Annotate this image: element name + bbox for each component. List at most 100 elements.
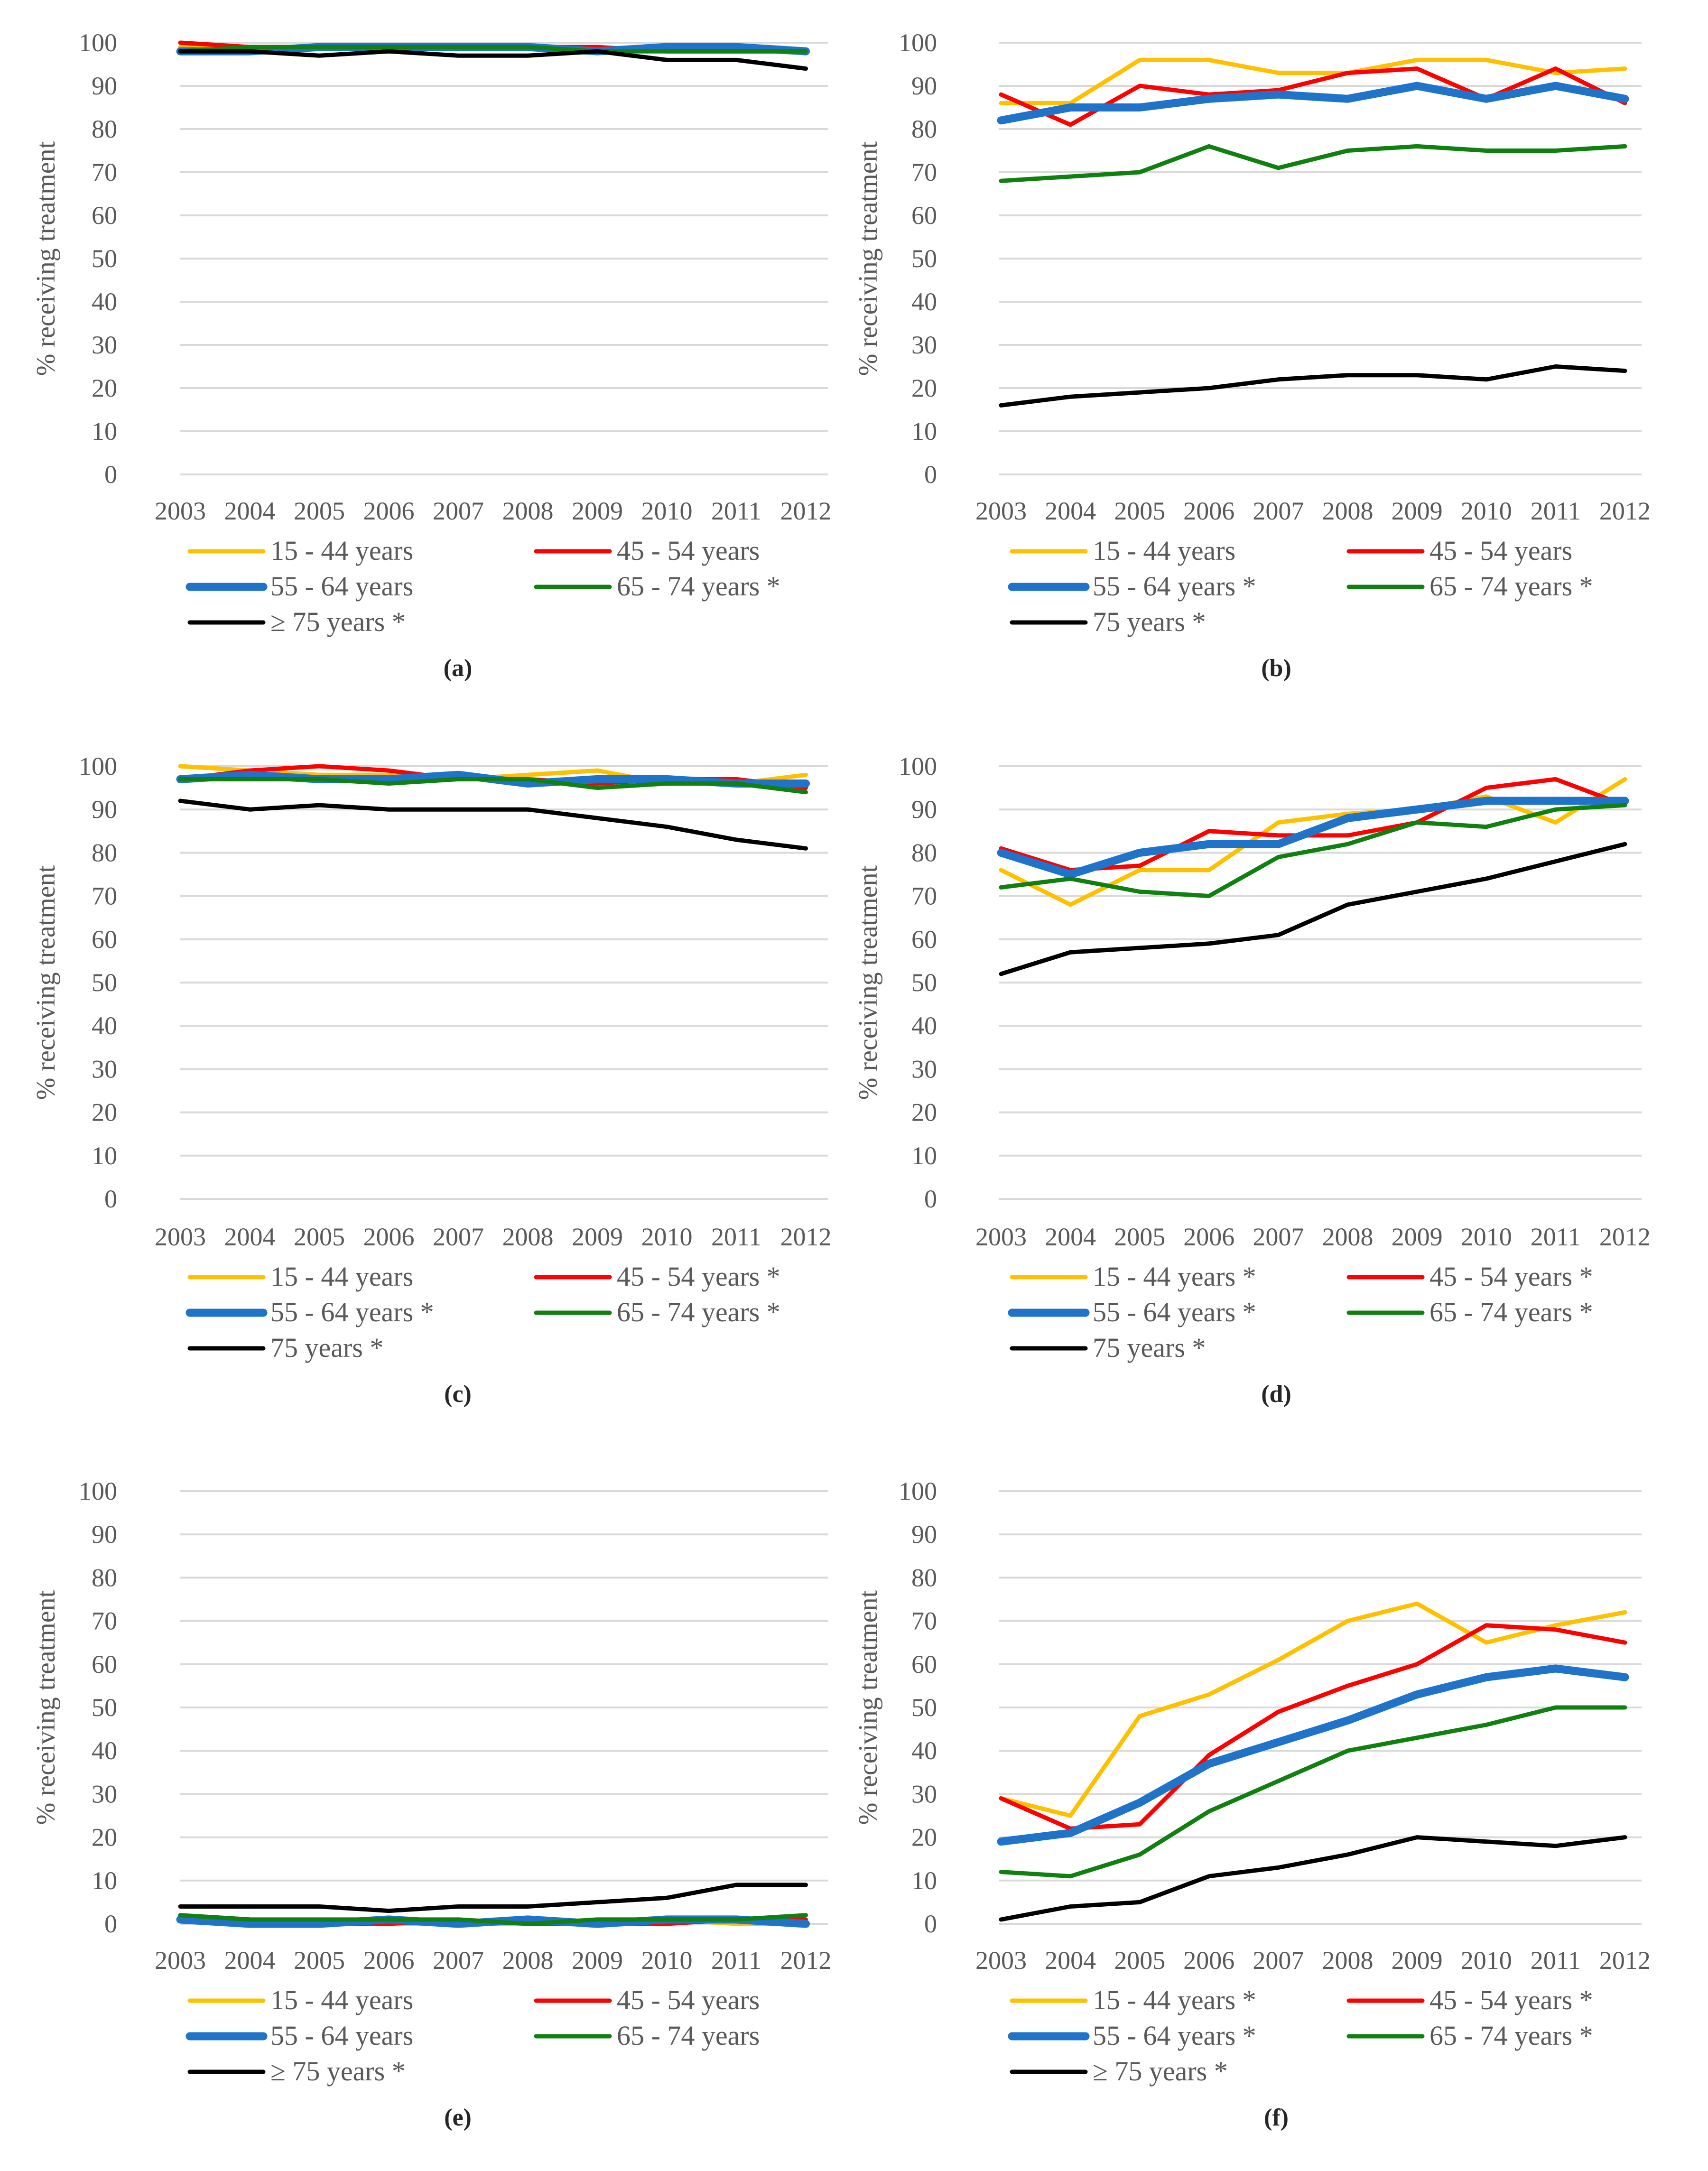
legend-item-55-64: 55 - 64 years (186, 2020, 413, 2051)
legend-label: 55 - 64 years * (1093, 2020, 1256, 2051)
y-tick-label: 50 (92, 968, 117, 997)
y-tick-label: 100 (899, 1477, 937, 1505)
x-tick-label: 2012 (1599, 497, 1651, 525)
x-tick-label: 2004 (224, 1946, 276, 1975)
panel-caption: (a) (444, 655, 473, 682)
x-tick-label: 2011 (711, 1946, 761, 1975)
panel-c: 0 10 20 30 40 50 60 70 80 90 100 2003 2004 2005 2006 20… (31, 752, 832, 1408)
y-tick-label: 20 (911, 1098, 937, 1127)
y-tick-label: 60 (911, 201, 937, 230)
x-tick-label: 2008 (502, 1223, 554, 1251)
x-tick-label: 2006 (1183, 497, 1235, 525)
x-tick-label: 2007 (1253, 1946, 1304, 1975)
series-line-65-74 (999, 144, 1627, 183)
legend-label: 55 - 64 years * (1093, 1297, 1256, 1327)
legend-label: ≥ 75 years * (270, 2056, 406, 2087)
legend-label: 15 - 44 years (270, 535, 413, 566)
series-line-45-54 (999, 777, 1627, 872)
x-tick-label: 2005 (294, 1946, 345, 1975)
legend-label: ≥ 75 years * (270, 606, 406, 637)
y-tick-label: 10 (92, 1141, 117, 1170)
x-tick-label: 2009 (1392, 1946, 1443, 1975)
y-tick-label: 30 (92, 331, 117, 359)
y-tick-label: 100 (899, 28, 937, 57)
x-tick-label: 2009 (572, 1946, 623, 1975)
y-tick-label: 50 (92, 244, 117, 273)
x-tick-label: 2011 (711, 1223, 761, 1251)
y-tick-label: 20 (911, 1823, 937, 1852)
series-line-75+ (178, 49, 808, 71)
x-tick-label: 2005 (1114, 1223, 1165, 1251)
x-tick-label: 2004 (224, 497, 276, 525)
y-tick-label: 30 (92, 1780, 117, 1808)
legend-item-65-74: 65 - 74 years * (1346, 2020, 1593, 2051)
y-tick-label: 70 (92, 158, 117, 186)
y-axis-label: % receiving treatment (31, 141, 61, 376)
legend-label: 65 - 74 years * (1430, 2020, 1593, 2051)
x-tick-label: 2004 (1045, 497, 1096, 525)
y-tick-label: 100 (79, 752, 117, 780)
y-tick-label: 0 (924, 1910, 937, 1938)
y-tick-label: 90 (911, 72, 937, 100)
legend-item-15-44: 15 - 44 years * (1010, 1985, 1256, 2015)
y-tick-label: 80 (911, 1563, 937, 1592)
x-tick-label: 2011 (711, 497, 761, 525)
x-tick-label: 2007 (1253, 497, 1304, 525)
legend-item-65-74: 65 - 74 years * (534, 1297, 780, 1327)
y-tick-label: 70 (911, 882, 937, 910)
x-tick-label: 2003 (975, 1223, 1027, 1251)
x-tick-label: 2006 (1183, 1946, 1235, 1975)
x-tick-label: 2003 (155, 497, 206, 525)
x-tick-label: 2007 (433, 1946, 484, 1975)
y-tick-label: 0 (924, 1185, 937, 1213)
legend-item-15-44: 15 - 44 years * (1010, 1261, 1256, 1292)
legend-item-45-54: 45 - 54 years * (1346, 1261, 1593, 1292)
legend-label: 45 - 54 years (617, 1985, 760, 2015)
y-tick-label: 50 (92, 1693, 117, 1722)
y-tick-label: 40 (911, 1011, 937, 1040)
y-tick-label: 70 (92, 1607, 117, 1635)
x-tick-label: 2007 (433, 1223, 484, 1251)
y-tick-label: 40 (92, 288, 117, 316)
y-axis-label: % receiving treatment (854, 141, 883, 376)
series-line-45-54 (999, 1623, 1627, 1831)
x-tick-label: 2010 (641, 1223, 693, 1251)
legend-label: 55 - 64 years * (1093, 571, 1256, 602)
legend-label: 45 - 54 years (1430, 535, 1572, 566)
series-line-55-64 (997, 797, 1629, 879)
series-line-55-64 (997, 1664, 1629, 1846)
legend-item-75+: ≥ 75 years * (187, 2056, 406, 2087)
x-tick-label: 2004 (1045, 1223, 1096, 1251)
legend-label: 15 - 44 years * (1093, 1261, 1256, 1292)
x-tick-label: 2007 (1253, 1223, 1304, 1251)
y-tick-label: 0 (924, 460, 937, 489)
y-tick-label: 30 (911, 1780, 937, 1808)
x-tick-label: 2012 (780, 1223, 832, 1251)
x-tick-label: 2012 (1599, 1946, 1651, 1975)
x-tick-label: 2003 (975, 1946, 1027, 1975)
y-tick-label: 40 (92, 1011, 117, 1040)
legend-label: 65 - 74 years * (617, 571, 780, 602)
y-tick-label: 80 (911, 838, 937, 867)
x-tick-label: 2008 (502, 1946, 554, 1975)
x-tick-label: 2009 (1392, 497, 1443, 525)
panel-caption: (f) (1264, 2104, 1289, 2131)
legend-label: 15 - 44 years (270, 1985, 413, 2015)
x-tick-label: 2009 (572, 497, 623, 525)
series-line-65-74 (178, 45, 808, 54)
series-line-75+ (178, 1883, 808, 1913)
y-tick-label: 20 (92, 1098, 117, 1127)
y-tick-label: 40 (92, 1736, 117, 1765)
x-tick-label: 2008 (502, 497, 554, 525)
legend-item-45-54: 45 - 54 years * (1346, 1985, 1593, 2015)
legend-item-15-44: 15 - 44 years (187, 535, 413, 566)
y-tick-label: 60 (911, 925, 937, 954)
y-tick-label: 10 (92, 1866, 117, 1895)
x-tick-label: 2003 (155, 1946, 206, 1975)
x-tick-label: 2012 (1599, 1223, 1651, 1251)
legend-label: 45 - 54 years * (1430, 1985, 1593, 2015)
legend-item-15-44: 15 - 44 years (187, 1261, 413, 1292)
y-tick-label: 70 (92, 882, 117, 910)
x-tick-label: 2011 (1531, 1946, 1581, 1975)
x-tick-label: 2009 (572, 1223, 623, 1251)
